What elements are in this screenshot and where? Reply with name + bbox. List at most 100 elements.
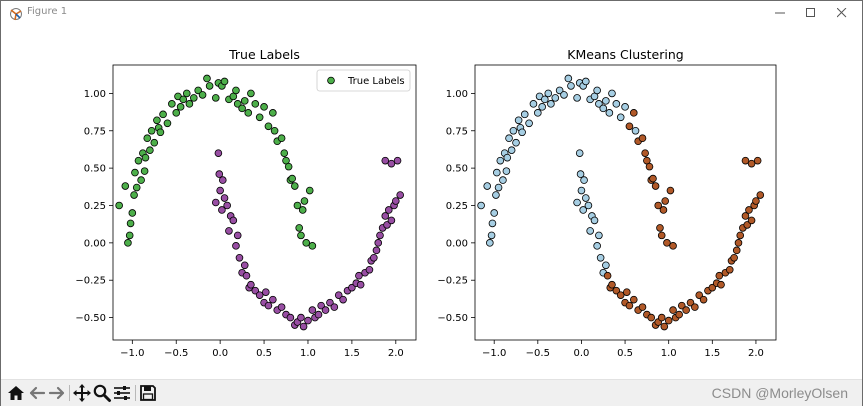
x-tick-label: −1.0 bbox=[482, 348, 506, 359]
data-point bbox=[708, 283, 717, 292]
data-point bbox=[198, 91, 207, 99]
data-point bbox=[384, 206, 393, 214]
data-point bbox=[654, 201, 663, 210]
data-point bbox=[638, 303, 647, 311]
data-point bbox=[756, 191, 765, 199]
data-point bbox=[220, 77, 229, 86]
x-tick-label: 0.0 bbox=[573, 348, 589, 359]
data-point bbox=[487, 231, 496, 240]
data-point bbox=[381, 212, 390, 220]
data-point bbox=[121, 182, 130, 190]
data-point bbox=[297, 231, 305, 240]
back-icon bbox=[29, 386, 46, 400]
chart-title: True Labels bbox=[228, 47, 300, 62]
data-point bbox=[251, 100, 260, 108]
data-point bbox=[211, 94, 220, 102]
data-point bbox=[277, 303, 286, 311]
data-point bbox=[582, 194, 590, 202]
pan-icon bbox=[73, 384, 91, 402]
data-point bbox=[203, 74, 211, 83]
data-point bbox=[625, 301, 634, 310]
data-point bbox=[512, 138, 520, 147]
data-point bbox=[691, 303, 699, 311]
minimize-button[interactable] bbox=[763, 3, 797, 23]
data-point bbox=[264, 122, 273, 131]
data-point bbox=[314, 310, 323, 319]
data-point bbox=[596, 253, 605, 262]
home-button[interactable] bbox=[6, 383, 26, 403]
data-point bbox=[577, 186, 586, 195]
x-tick-label: 1.5 bbox=[344, 348, 360, 359]
data-point bbox=[365, 265, 374, 274]
data-point bbox=[242, 271, 251, 280]
y-tick-label: 0.00 bbox=[446, 238, 468, 249]
data-point bbox=[299, 322, 308, 331]
pan-button[interactable] bbox=[72, 383, 92, 403]
data-point bbox=[551, 94, 560, 102]
data-point bbox=[576, 170, 585, 178]
zoom-icon bbox=[93, 384, 111, 402]
data-point bbox=[355, 271, 363, 280]
forward-icon bbox=[48, 386, 65, 400]
data-point bbox=[547, 100, 555, 108]
data-point bbox=[741, 212, 750, 220]
figure-canvas: True Labels −1.0 −0.5 0.0 0.5 1.0 1.5 2.0 −0.50 −… bbox=[1, 25, 862, 379]
data-point bbox=[567, 82, 575, 90]
title-bar[interactable]: Figure 1 bbox=[1, 1, 862, 25]
configure-subplots-icon bbox=[114, 386, 130, 400]
data-point bbox=[695, 291, 704, 299]
data-point bbox=[660, 322, 669, 331]
data-point bbox=[297, 313, 305, 322]
close-button[interactable] bbox=[825, 3, 859, 23]
data-point bbox=[641, 149, 649, 157]
data-point bbox=[326, 298, 334, 307]
legend-box bbox=[316, 69, 411, 92]
matplotlib-app-icon bbox=[9, 6, 23, 21]
data-point bbox=[483, 182, 492, 190]
series-cluster-0 bbox=[477, 74, 640, 277]
data-point bbox=[509, 126, 518, 135]
data-point bbox=[190, 94, 198, 102]
axes-1: True Labels −1.0 −0.5 0.0 0.5 1.0 1.5 2.0 −0.50 −… bbox=[75, 47, 417, 359]
data-point bbox=[732, 246, 741, 255]
data-point bbox=[376, 231, 384, 240]
data-point bbox=[131, 168, 139, 177]
x-tick-label: −1.0 bbox=[120, 348, 144, 359]
data-point bbox=[564, 74, 573, 83]
y-tick-label: 0.50 bbox=[446, 164, 468, 175]
data-point bbox=[686, 298, 695, 307]
x-tick-label: 1.5 bbox=[704, 348, 720, 359]
data-point bbox=[218, 206, 226, 214]
data-point bbox=[659, 206, 668, 214]
legend-marker bbox=[327, 76, 335, 85]
data-point bbox=[334, 291, 343, 299]
data-point bbox=[608, 280, 616, 289]
data-point bbox=[661, 197, 669, 205]
data-point bbox=[734, 239, 743, 247]
data-point bbox=[255, 291, 264, 299]
back-button[interactable] bbox=[27, 383, 47, 403]
data-point bbox=[247, 280, 255, 289]
configure-subplots-button[interactable] bbox=[112, 383, 132, 403]
maximize-button[interactable] bbox=[794, 3, 828, 23]
zoom-button[interactable] bbox=[92, 383, 112, 403]
data-point bbox=[304, 316, 312, 325]
save-button[interactable] bbox=[138, 383, 158, 403]
data-point bbox=[229, 216, 238, 225]
forward-button[interactable] bbox=[47, 383, 67, 403]
y-tick-label: 0.25 bbox=[84, 201, 106, 212]
data-point bbox=[507, 146, 516, 154]
data-point bbox=[675, 310, 683, 319]
data-point bbox=[232, 242, 240, 250]
data-point bbox=[115, 201, 123, 210]
data-point bbox=[251, 286, 260, 295]
data-point bbox=[300, 197, 309, 205]
data-point bbox=[502, 167, 511, 175]
data-point bbox=[374, 239, 383, 247]
data-point bbox=[163, 119, 172, 128]
data-point bbox=[348, 283, 356, 292]
data-point bbox=[124, 239, 132, 247]
data-point bbox=[370, 253, 378, 262]
toolbar-separator bbox=[69, 385, 70, 401]
